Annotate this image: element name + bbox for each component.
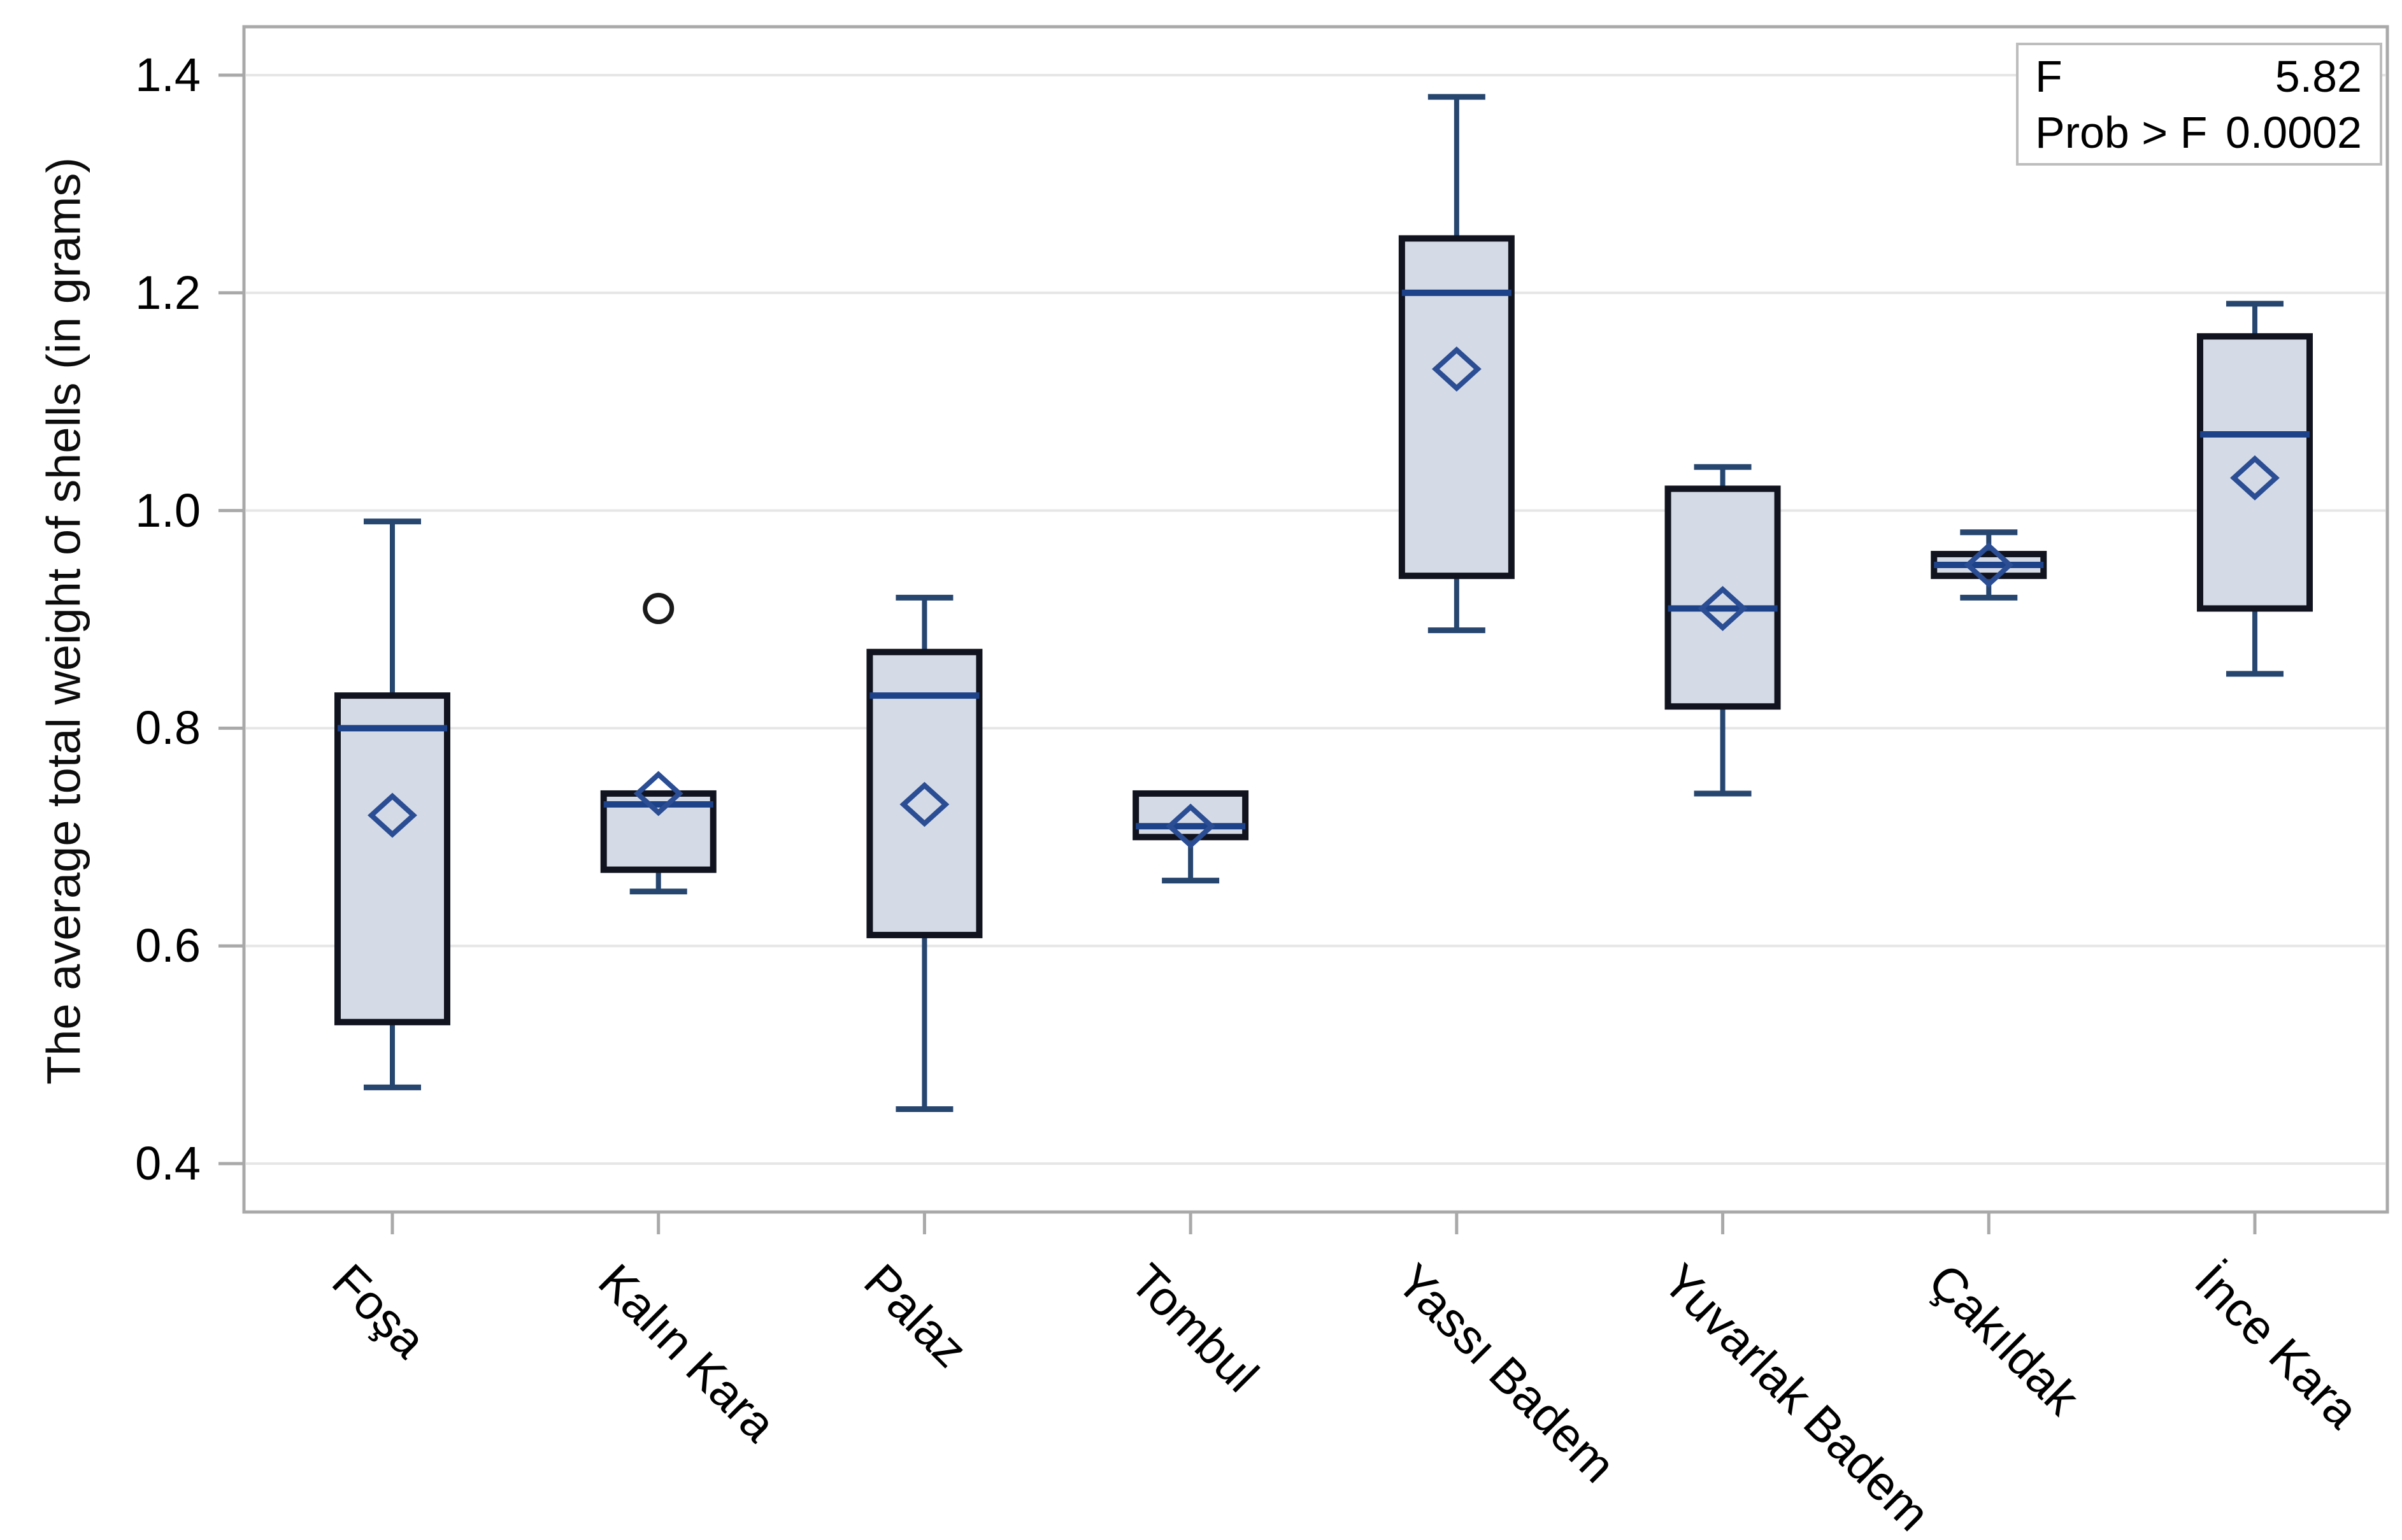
mean-diamond [1698, 586, 1748, 631]
stats-row-f: F 5.82 [2035, 48, 2362, 104]
box-iqr [866, 648, 983, 939]
box-iqr [1133, 790, 1249, 841]
plot-frame [242, 25, 2389, 1214]
y-tick-label: 1.2 [135, 266, 201, 319]
stats-label-prob: Prob > F [2035, 107, 2208, 157]
box-iqr [1664, 485, 1781, 710]
mean-diamond [368, 792, 417, 838]
stats-label-f: F [2035, 51, 2062, 101]
stats-value-prob: 0.0002 [2225, 107, 2362, 157]
y-tick-label: 1.0 [135, 483, 201, 537]
y-tick-label: 0.6 [135, 919, 201, 973]
mean-diamond [1431, 346, 1482, 392]
outlier-point [643, 592, 675, 624]
stats-value-f: 5.82 [2275, 51, 2362, 101]
box-iqr [334, 692, 450, 1025]
box-iqr [2196, 333, 2313, 612]
y-tick-label: 0.4 [135, 1137, 201, 1190]
y-tick-label: 0.8 [135, 701, 201, 755]
mean-diamond [899, 781, 950, 827]
y-tick-label: 1.4 [135, 48, 201, 101]
stats-row-prob: Prob > F 0.0002 [2035, 104, 2362, 160]
mean-diamond [633, 771, 683, 816]
box-iqr [1398, 235, 1515, 580]
anova-stats-box: F 5.82 Prob > F 0.0002 [2016, 43, 2382, 166]
mean-diamond [1166, 803, 1216, 849]
mean-diamond [1964, 542, 2014, 588]
y-axis-title: The average total weight of shells (in g… [37, 157, 90, 1085]
mean-diamond [2230, 455, 2280, 501]
